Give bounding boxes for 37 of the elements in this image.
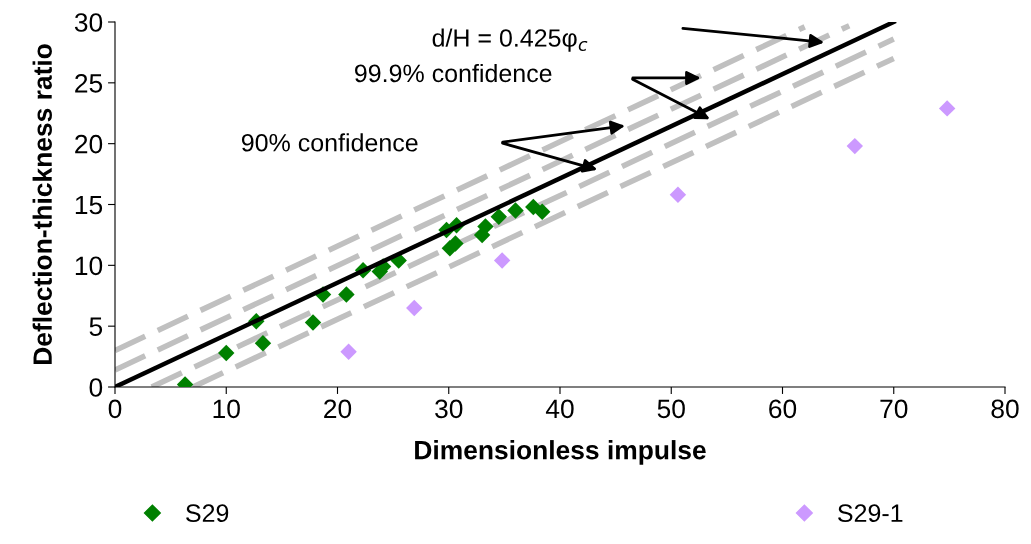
annotation: d/H = 0.425φ$_{c}$ bbox=[432, 28, 588, 52]
annotation: 99.9% confidence bbox=[355, 63, 552, 83]
legend-label: S29-1 bbox=[838, 504, 903, 522]
x-tick-label: 10 bbox=[213, 399, 240, 419]
x-tick-label: 70 bbox=[880, 399, 908, 419]
annotation: 90% confidence bbox=[241, 133, 418, 152]
y-tick-label: 5 bbox=[89, 317, 103, 336]
x-tick-label: 80 bbox=[991, 399, 1019, 419]
point bbox=[507, 202, 524, 219]
point bbox=[477, 218, 494, 235]
x-tick-label: 0 bbox=[108, 399, 122, 419]
point bbox=[340, 343, 357, 360]
x-tick-label: 20 bbox=[324, 399, 352, 419]
point bbox=[490, 208, 508, 225]
x-axis-title: Dimensionless impulse bbox=[415, 440, 706, 465]
point bbox=[669, 186, 687, 203]
point bbox=[304, 314, 322, 331]
y-tick-label: 25 bbox=[75, 73, 103, 93]
y-tick-label: 20 bbox=[75, 134, 103, 154]
point bbox=[218, 344, 235, 362]
point bbox=[406, 299, 423, 317]
x-tick-label: 50 bbox=[657, 399, 685, 419]
x-tick-label: 30 bbox=[435, 399, 463, 419]
y-tick-label: 30 bbox=[74, 13, 103, 32]
point bbox=[938, 100, 956, 117]
x-tick-label: 40 bbox=[545, 399, 574, 419]
point bbox=[493, 252, 511, 269]
x-tick-label: 60 bbox=[769, 399, 797, 419]
point bbox=[533, 203, 551, 221]
point bbox=[254, 334, 272, 352]
y-tick-label: 10 bbox=[75, 256, 103, 276]
y-tick-label: 15 bbox=[75, 195, 103, 215]
legend-label: S29 bbox=[186, 504, 229, 522]
y-axis-title: Deflection-thickness ratio bbox=[32, 44, 52, 365]
point bbox=[338, 286, 355, 303]
y-tick-label: 0 bbox=[89, 378, 103, 397]
point bbox=[846, 137, 864, 155]
